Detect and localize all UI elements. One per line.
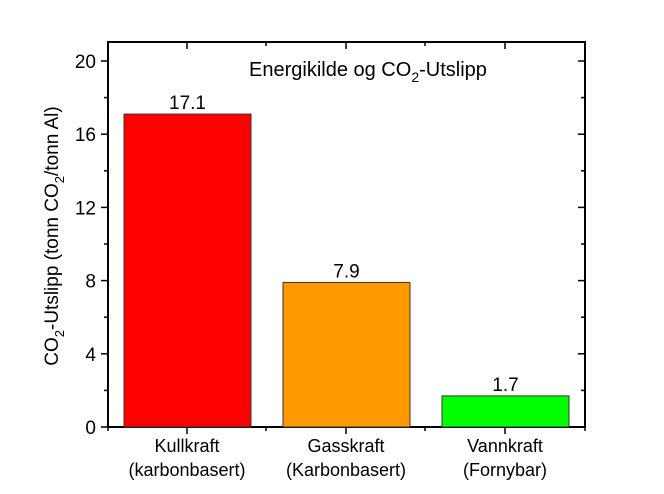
x-label-vannkraft-line2: (Fornybar) xyxy=(463,460,547,480)
y-axis-label: CO2-Utslipp (tonn CO2/tonn Al) xyxy=(42,106,67,365)
x-label-gasskraft-line2: (Karbonbasert) xyxy=(286,460,406,480)
axis-ticks xyxy=(101,42,586,434)
y-tick-label: 0 xyxy=(85,418,96,439)
x-label-kullkraft-line2: (karbonbasert) xyxy=(128,460,245,480)
y-tick-label: 12 xyxy=(75,198,96,219)
y-tick-label: 4 xyxy=(85,345,96,366)
x-label-vannkraft-line1: Vannkraft xyxy=(467,436,543,456)
value-label-kullkraft: 17.1 xyxy=(169,93,206,114)
chart-title: Energikilde og CO2-Utslipp xyxy=(249,59,487,85)
x-axis-category-labels: Kullkraft (karbonbasert) Gasskraft (Karb… xyxy=(128,436,547,480)
y-tick-label: 8 xyxy=(85,272,96,293)
bar-gasskraft xyxy=(282,281,411,428)
y-tick-label: 20 xyxy=(75,52,96,73)
value-label-gasskraft: 7.9 xyxy=(333,261,359,282)
y-axis-tick-labels: 0 4 8 12 16 20 xyxy=(75,52,97,439)
bar-vannkraft xyxy=(441,395,570,428)
x-label-gasskraft-line1: Gasskraft xyxy=(307,436,384,456)
bar-kullkraft xyxy=(123,113,252,428)
value-label-vannkraft: 1.7 xyxy=(492,375,518,396)
bars-group xyxy=(123,113,570,428)
x-label-kullkraft-line1: Kullkraft xyxy=(154,436,219,456)
y-tick-label: 16 xyxy=(75,125,96,146)
